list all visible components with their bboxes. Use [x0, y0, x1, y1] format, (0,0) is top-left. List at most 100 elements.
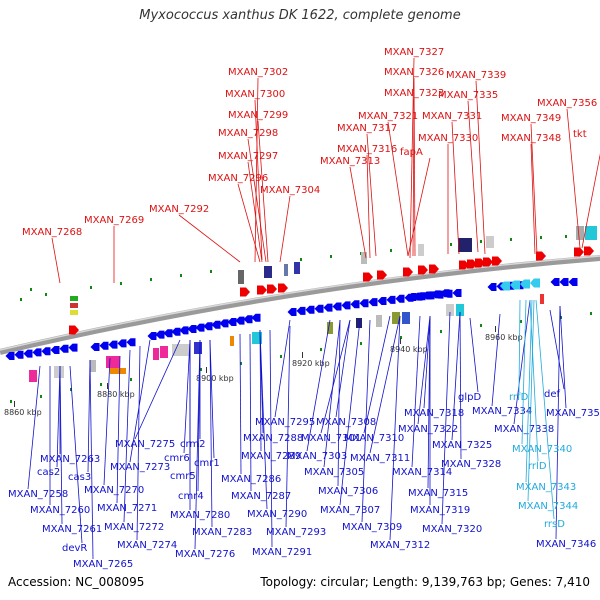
gene-arrow [163, 329, 173, 338]
gene-arrow [50, 346, 60, 354]
leader-line [123, 349, 131, 523]
gene-arrow [314, 304, 324, 313]
leader-line [320, 319, 351, 434]
scale-tick [400, 338, 401, 344]
gene-box [90, 360, 96, 372]
top-gene-label: MXAN_7349 [501, 113, 561, 124]
gene-box [456, 304, 464, 316]
gene-box [356, 318, 362, 328]
gene-arrow [227, 318, 237, 326]
genome-backbone [0, 255, 600, 355]
track-tick [150, 278, 152, 281]
gene-arrow [368, 298, 378, 307]
bottom-gene-label: MXAN_7346 [536, 539, 596, 550]
leader-line [209, 339, 213, 528]
gene-box [294, 262, 300, 274]
bottom-gene-label: MXAN_7293 [266, 527, 326, 538]
leader-line [491, 313, 501, 407]
gene-arrow [584, 246, 594, 256]
track-tick [200, 368, 202, 371]
top-gene-label: MXAN_7299 [228, 110, 288, 121]
track-tick [90, 286, 92, 289]
top-gene-label: MXAN_7331 [422, 111, 482, 122]
leader-line [103, 357, 111, 486]
leader-line [409, 57, 415, 259]
gene-arrow [323, 303, 333, 312]
top-gene-label: MXAN_7335 [438, 90, 498, 101]
gene-arrow [429, 264, 439, 274]
gene-arrow [69, 325, 79, 335]
gene-arrow [14, 350, 24, 359]
gene-arrow [278, 283, 288, 293]
gene-arrow [425, 291, 435, 300]
leader-line [387, 121, 409, 257]
bottom-gene-label: MXAN_7258 [8, 489, 68, 500]
bottom-gene-label: MXAN_7291 [252, 547, 312, 558]
bottom-gene-label: cmr6 [164, 453, 190, 464]
gene-arrow [500, 281, 510, 291]
rna-gene-label: MXAN_7340 [512, 444, 572, 455]
gene-arrow [416, 292, 426, 301]
leader-line [389, 315, 401, 541]
leader-line [306, 319, 331, 452]
gene-box [70, 296, 78, 301]
leader-line [525, 299, 533, 483]
gene-arrow [203, 322, 213, 331]
bottom-gene-label: MXAN_7275 [115, 439, 175, 450]
bottom-gene-label: MXAN_7290 [247, 509, 307, 520]
track-tick [70, 388, 72, 391]
gene-arrow [267, 284, 277, 294]
top-gene-label: MXAN_7298 [218, 128, 278, 139]
leader-line [366, 133, 377, 257]
backbone-highlight [0, 255, 600, 351]
bottom-gene-label: cmr4 [178, 491, 204, 502]
gene-arrow [359, 299, 369, 308]
leader-line [209, 339, 215, 459]
leader-line [183, 339, 191, 454]
track-tick [390, 249, 392, 252]
bottom-gene-label: MXAN_7312 [370, 540, 430, 551]
leader-line [239, 333, 242, 475]
gene-arrow [41, 347, 51, 356]
bottom-gene-label: MXAN_7315 [408, 488, 468, 499]
bottom-gene-label: MXAN_7325 [432, 440, 492, 451]
rna-gene-label: rrsD [544, 519, 565, 530]
bottom-gene-label: MXAN_7334 [472, 406, 532, 417]
top-gene-label: fapA [400, 147, 423, 158]
gene-box [284, 264, 288, 276]
track-tick [330, 255, 332, 258]
gene-box [264, 266, 272, 278]
gene-arrow [386, 295, 396, 304]
bottom-gene-label: cas2 [37, 467, 60, 478]
track-tick [40, 395, 42, 398]
leader-line [178, 214, 241, 263]
leader-line [361, 319, 371, 523]
leader-line [337, 319, 341, 487]
track-tick [300, 258, 302, 261]
leader-line [51, 237, 61, 284]
leader-line [549, 309, 565, 390]
gene-box [194, 342, 202, 354]
gene-box [54, 366, 64, 378]
scale-tick-label: 8900 kbp [196, 374, 234, 383]
scale-tick [206, 367, 207, 373]
leader-line [407, 157, 431, 257]
leader-line [259, 329, 262, 452]
gene-arrow [520, 279, 530, 289]
leader-line [134, 339, 181, 440]
top-gene-label: MXAN_7326 [384, 67, 444, 78]
leader-line [249, 333, 252, 492]
bottom-gene-label: MXAN_7307 [320, 505, 380, 516]
top-gene-label: MXAN_7304 [260, 185, 320, 196]
track-tick [510, 238, 512, 241]
scale-tick-label: 8960 kbp [485, 333, 523, 342]
track-tick [180, 274, 182, 277]
leader-line [27, 365, 41, 490]
gene-box [238, 270, 244, 284]
gene-box [486, 236, 494, 248]
leader-line [423, 317, 431, 409]
scale-tick-label: 8940 kbp [390, 345, 428, 354]
gene-arrow [240, 287, 250, 297]
gene-arrow [147, 332, 157, 340]
